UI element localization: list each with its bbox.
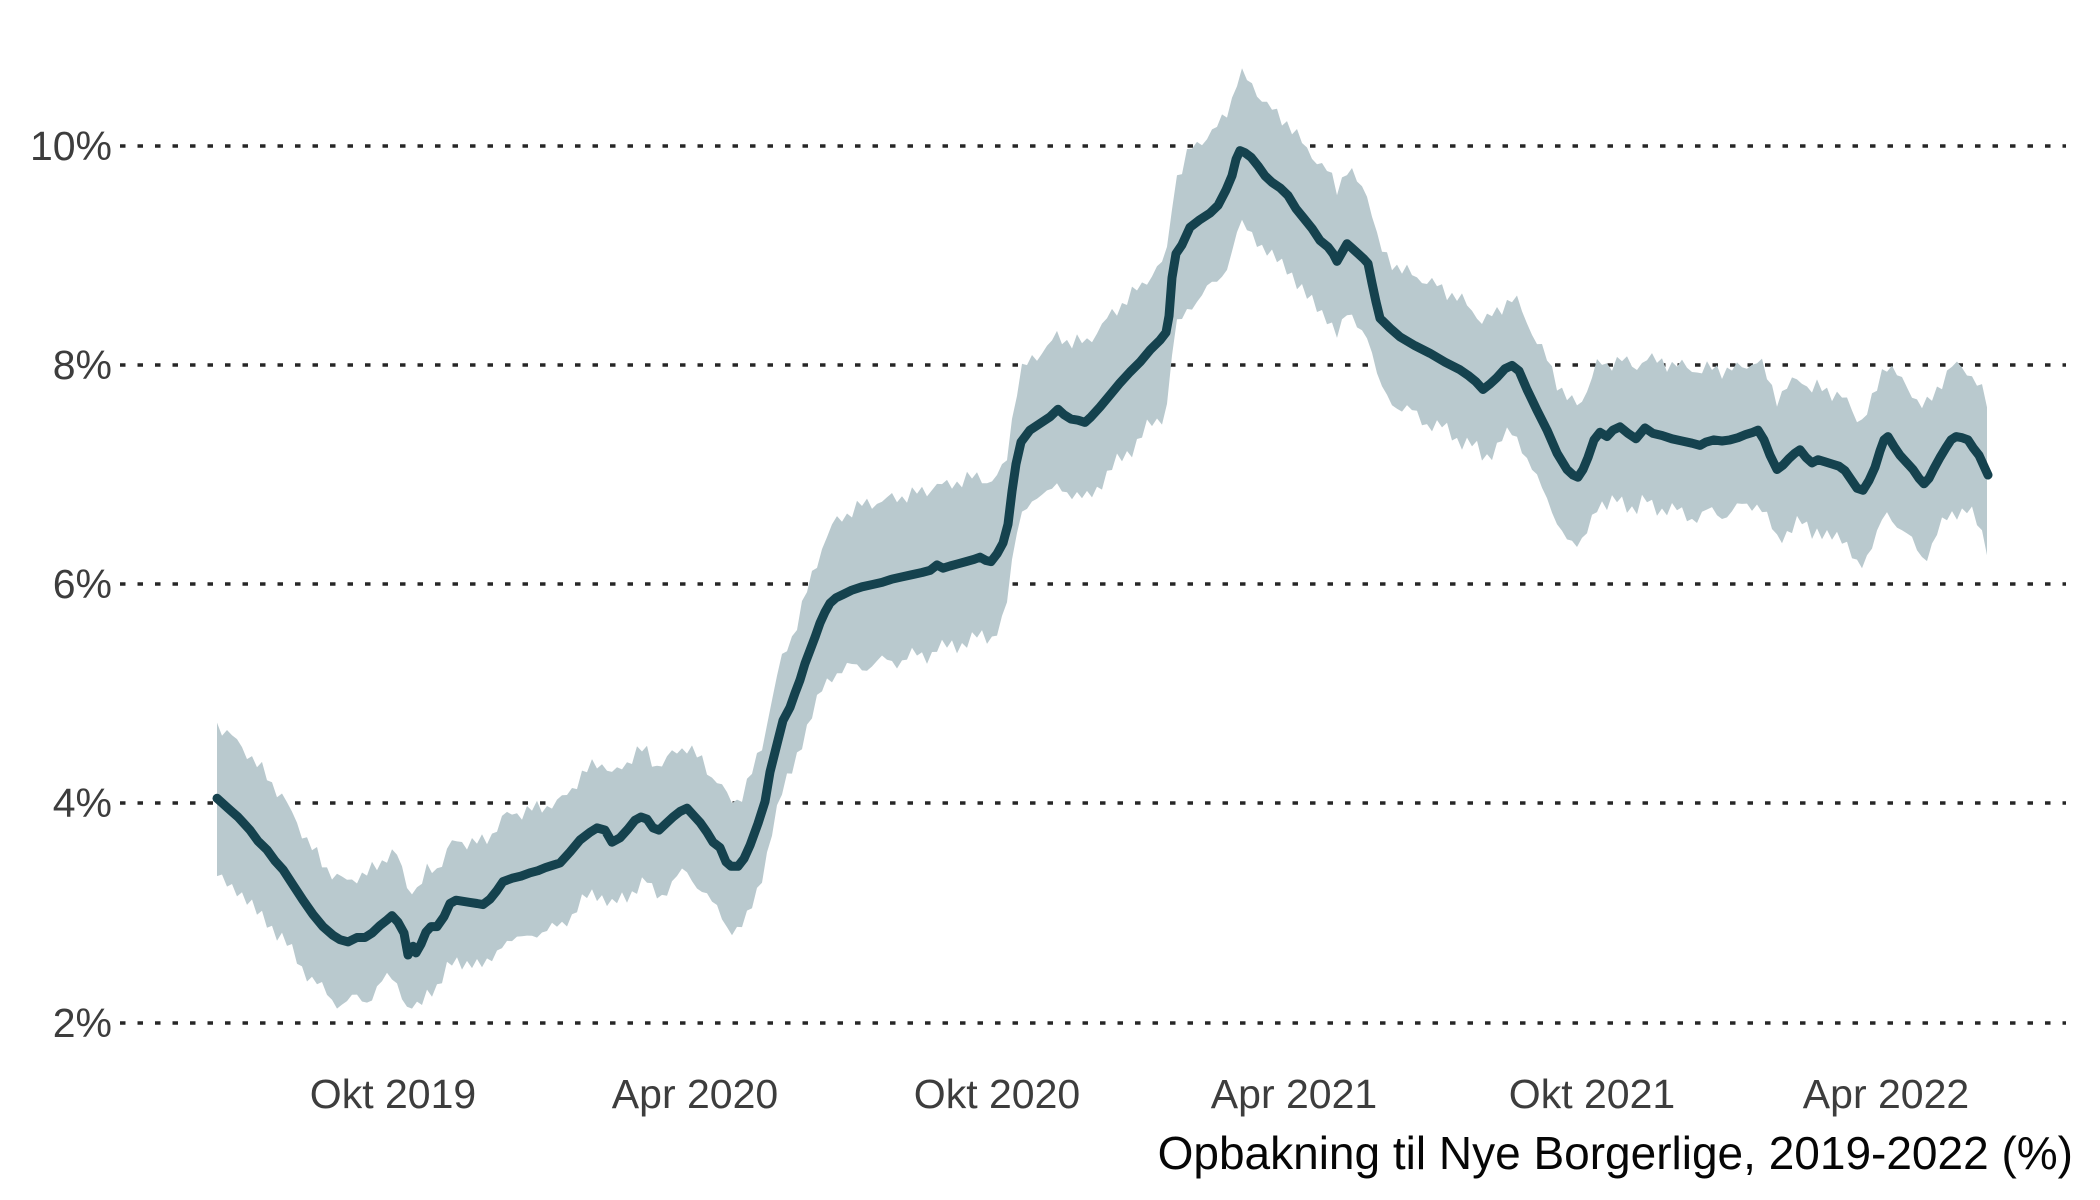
y-axis-label: 10% [29,123,112,169]
chart-caption: Opbakning til Nye Borgerlige, 2019-2022 … [1157,1127,2073,1179]
confidence-band [217,68,1987,1009]
x-axis-label: Apr 2021 [1210,1071,1378,1117]
y-axis-label: 4% [52,780,112,826]
x-axis-label: Okt 2020 [913,1071,1081,1117]
x-axis-label: Apr 2020 [611,1071,779,1117]
y-axis-label: 6% [52,561,112,607]
trend-line [212,146,1993,960]
y-axis-label: 8% [52,342,112,388]
x-axis-label: Okt 2021 [1508,1071,1676,1117]
x-axis-label: Apr 2022 [1802,1071,1970,1117]
x-axis-label: Okt 2019 [309,1071,477,1117]
y-axis-label: 2% [52,1000,112,1046]
